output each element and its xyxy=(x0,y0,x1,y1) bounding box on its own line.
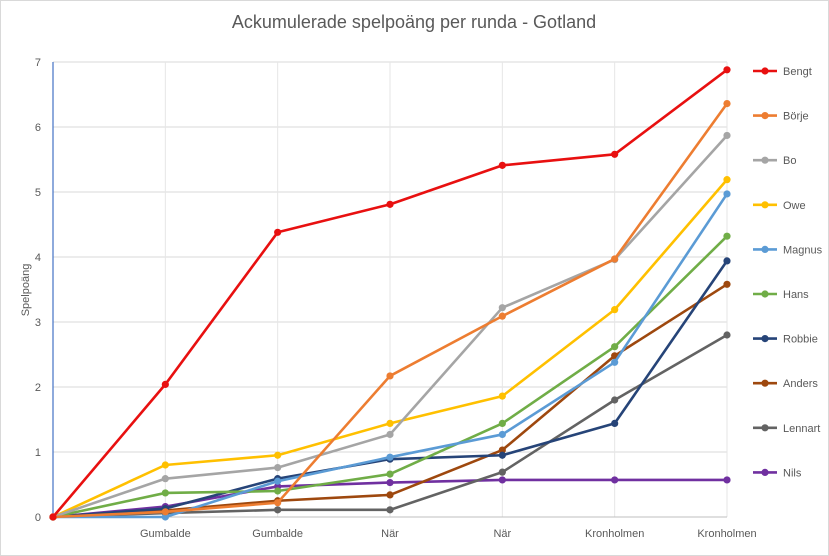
x-tick-label: Kronholmen xyxy=(697,528,756,540)
data-point xyxy=(723,476,731,484)
data-point xyxy=(386,372,394,380)
data-point xyxy=(274,487,282,495)
data-point xyxy=(723,280,731,288)
data-point xyxy=(161,380,169,388)
legend-marker xyxy=(761,379,769,387)
data-point xyxy=(723,176,731,184)
y-tick-label: 4 xyxy=(35,252,41,264)
x-tick-label: När xyxy=(493,528,511,540)
data-point xyxy=(386,453,394,461)
y-tick-label: 0 xyxy=(35,512,41,524)
data-point xyxy=(386,470,394,478)
legend-label: Börje xyxy=(783,111,809,123)
legend-label: Magnus xyxy=(783,244,823,256)
legend-marker xyxy=(761,156,769,164)
data-point xyxy=(274,451,282,459)
data-point xyxy=(386,419,394,427)
data-point xyxy=(611,343,619,351)
legend-label: Nils xyxy=(783,467,802,479)
legend-label: Bo xyxy=(783,155,796,167)
data-point xyxy=(611,419,619,427)
legend-marker xyxy=(761,201,769,209)
legend-label: Lennart xyxy=(783,423,820,435)
y-tick-label: 7 xyxy=(35,57,41,69)
data-point xyxy=(386,491,394,499)
data-point xyxy=(723,190,731,198)
data-point xyxy=(723,66,731,74)
x-tick-labels: Gumbalde Gumbalde När När Kronholmen Kronholm… xyxy=(140,528,757,540)
data-point xyxy=(386,200,394,208)
data-point xyxy=(161,489,169,497)
data-point xyxy=(498,161,506,169)
legend-marker xyxy=(761,245,769,253)
data-point xyxy=(611,255,619,263)
chart-title: Ackumulerade spelpoäng per runda - Gotla… xyxy=(232,12,596,32)
y-tick-labels: 0 1 2 3 4 5 6 7 xyxy=(35,57,41,524)
legend-label: Robbie xyxy=(783,334,818,346)
data-point xyxy=(386,506,394,514)
data-point xyxy=(723,257,731,265)
data-point xyxy=(498,430,506,439)
data-point xyxy=(498,451,506,459)
data-point xyxy=(161,461,169,469)
y-tick-label: 5 xyxy=(35,187,41,199)
data-point xyxy=(274,499,282,507)
series-lines xyxy=(49,66,731,521)
x-tick-label: Kronholmen xyxy=(585,528,644,540)
x-tick-label: När xyxy=(381,528,399,540)
legend-label: Anders xyxy=(783,378,818,390)
legend-marker xyxy=(761,424,769,432)
legend: Bengt Börje Bo Owe Magnus Hans Robbie Anders Len… xyxy=(753,66,823,479)
data-point xyxy=(386,478,394,487)
data-point xyxy=(611,150,619,158)
data-point xyxy=(611,476,619,484)
legend-label: Owe xyxy=(783,200,806,212)
data-point xyxy=(723,232,731,240)
data-point xyxy=(723,131,731,140)
data-point xyxy=(49,513,57,521)
gridlines xyxy=(53,61,728,517)
y-tick-label: 1 xyxy=(35,447,41,459)
data-point xyxy=(498,446,506,454)
data-point xyxy=(498,476,506,484)
legend-marker xyxy=(761,67,769,75)
data-point xyxy=(274,228,282,236)
data-point xyxy=(723,331,731,339)
x-tick-label: Gumbalde xyxy=(252,528,303,540)
data-point xyxy=(274,506,282,514)
data-point xyxy=(611,396,619,404)
data-point xyxy=(161,513,169,521)
y-tick-label: 6 xyxy=(35,122,41,134)
data-point xyxy=(723,100,731,108)
legend-label: Hans xyxy=(783,289,809,301)
data-point xyxy=(498,419,506,427)
legend-marker xyxy=(761,468,769,476)
y-tick-label: 3 xyxy=(35,317,41,329)
data-point xyxy=(498,304,506,312)
data-point xyxy=(161,508,169,516)
data-point xyxy=(386,430,394,439)
legend-marker xyxy=(761,290,769,298)
x-tick-label: Gumbalde xyxy=(140,528,191,540)
data-point xyxy=(611,306,619,314)
y-axis-label: Spelpoäng xyxy=(20,264,32,317)
data-point xyxy=(498,392,506,400)
legend-label: Bengt xyxy=(783,66,812,78)
y-tick-label: 2 xyxy=(35,382,41,394)
data-point xyxy=(274,477,282,485)
data-point xyxy=(274,464,282,472)
legend-marker xyxy=(761,112,769,120)
data-point xyxy=(498,468,506,476)
legend-marker xyxy=(761,335,769,343)
data-point xyxy=(611,358,619,366)
data-point xyxy=(498,312,506,320)
data-point xyxy=(161,475,169,483)
